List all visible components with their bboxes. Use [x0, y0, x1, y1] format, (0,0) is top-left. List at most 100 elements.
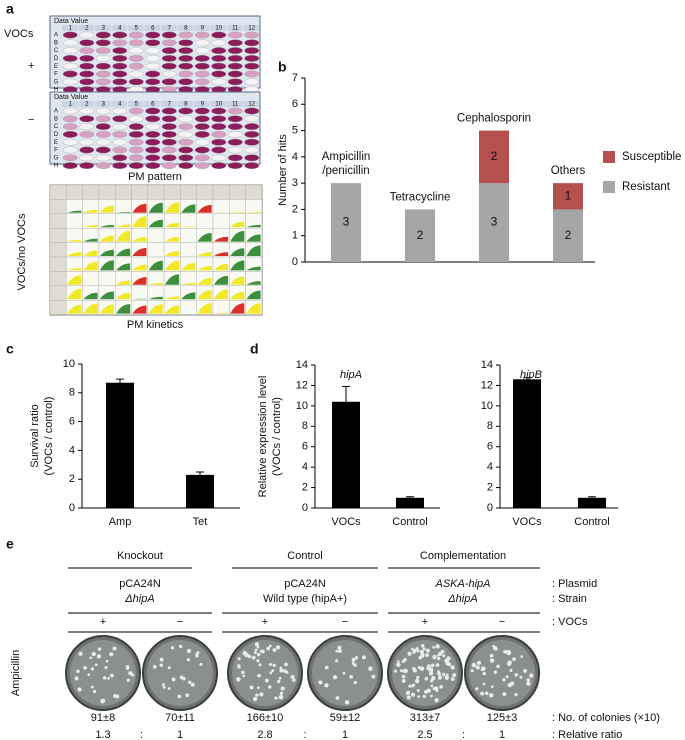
colony	[177, 694, 182, 699]
y-axis-label: Survival ratio (VOCs / control)	[29, 397, 55, 476]
col-head	[128, 25, 144, 31]
x-tick-label: VOCs	[331, 516, 361, 528]
colony	[437, 656, 441, 661]
colony	[256, 686, 260, 690]
kinetics-curve	[148, 219, 163, 228]
row-label: H	[54, 87, 58, 93]
well	[128, 138, 144, 146]
colony	[399, 669, 403, 673]
well	[95, 138, 111, 146]
kinetics-cell	[180, 184, 197, 200]
y-tick-label: 0	[69, 502, 75, 514]
colony	[253, 651, 257, 655]
kinetics-curve	[246, 224, 261, 228]
well	[95, 70, 111, 78]
colony	[170, 646, 174, 650]
well	[178, 123, 194, 130]
colony	[506, 661, 512, 667]
colony	[107, 676, 110, 680]
col-head	[111, 25, 127, 31]
colony-count: 59±12	[330, 712, 361, 724]
colony	[431, 675, 435, 680]
colony	[91, 651, 96, 657]
kinetics-cell	[82, 271, 100, 286]
well	[79, 115, 95, 123]
colony	[186, 658, 191, 662]
well	[128, 31, 144, 39]
colony	[335, 696, 340, 700]
kinetics-curve	[197, 204, 212, 213]
well	[178, 55, 194, 62]
well	[211, 78, 227, 86]
well	[244, 62, 260, 70]
well	[161, 47, 177, 54]
colony	[442, 672, 446, 677]
kinetics-curve	[116, 224, 131, 228]
kinetics-curve	[181, 262, 196, 271]
col-head	[78, 25, 94, 31]
colony	[416, 688, 420, 692]
voc-sign: −	[177, 616, 183, 628]
colony	[247, 654, 252, 659]
bar	[578, 497, 606, 508]
colony	[279, 691, 284, 695]
colony	[430, 663, 435, 667]
well	[244, 146, 260, 154]
well	[227, 78, 243, 86]
panel-label: b	[278, 59, 287, 75]
well	[62, 62, 78, 70]
y-tick-label: 2	[302, 481, 308, 493]
well	[79, 78, 95, 86]
colony	[470, 669, 474, 673]
y-tick-label: 0	[302, 502, 308, 514]
col-head	[144, 101, 160, 107]
well	[95, 115, 111, 123]
kinetics-cell	[98, 184, 116, 200]
well	[211, 62, 227, 70]
colony	[489, 693, 494, 698]
well	[194, 154, 210, 162]
y-tick-label: 5	[292, 124, 298, 136]
kinetics-curve	[132, 264, 147, 271]
data-label: 2	[417, 228, 424, 242]
well	[227, 107, 243, 115]
panel-label: e	[6, 536, 14, 552]
colony	[292, 678, 296, 682]
row-label: Ampicillin	[10, 650, 22, 696]
row-label: G	[54, 79, 59, 85]
colony	[105, 659, 109, 663]
well	[145, 123, 161, 130]
row-label: A	[54, 33, 58, 39]
bar	[553, 209, 583, 262]
bar	[396, 497, 424, 508]
well	[95, 62, 111, 70]
kinetics-cell	[49, 199, 67, 214]
colony	[493, 670, 498, 674]
col-label: 11	[232, 102, 239, 108]
bar	[186, 474, 214, 508]
row-label: E	[54, 64, 58, 70]
kinetics-curve	[116, 280, 131, 285]
colony	[344, 700, 350, 705]
well	[79, 31, 95, 39]
kinetics-cell	[180, 300, 197, 315]
well	[194, 62, 210, 70]
ratio-separator: :	[140, 729, 143, 740]
y-tick-label: 6	[69, 416, 75, 428]
well	[62, 138, 78, 146]
col-label: 1	[69, 26, 73, 32]
colony-count: 70±11	[165, 712, 195, 724]
well	[194, 78, 210, 86]
legend-swatch	[603, 181, 615, 193]
colony	[195, 653, 199, 657]
colony	[268, 663, 272, 667]
y-axis-label: Relative expression level (VOCs / control…	[257, 376, 283, 498]
kinetics-cell	[229, 184, 246, 200]
colony	[237, 664, 241, 668]
colony	[109, 652, 114, 657]
colony	[480, 668, 484, 671]
y-tick-label: 1	[292, 230, 298, 242]
well	[79, 154, 95, 162]
col-label: 6	[151, 26, 155, 32]
colony	[274, 696, 278, 700]
